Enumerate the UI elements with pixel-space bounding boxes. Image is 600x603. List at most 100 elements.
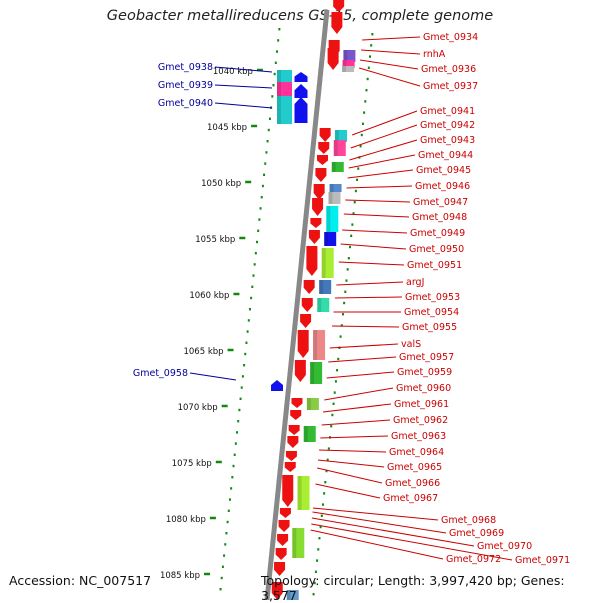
genome-backbone bbox=[264, 9, 330, 600]
cog-box bbox=[303, 426, 316, 442]
label-connector bbox=[348, 154, 416, 169]
gene-arrow bbox=[290, 410, 302, 420]
gene-label[interactable]: Gmet_0953 bbox=[405, 292, 460, 303]
gene-label[interactable]: Gmet_0970 bbox=[477, 541, 532, 552]
gene-label[interactable]: Gmet_0942 bbox=[420, 120, 475, 131]
gene-label[interactable]: argJ bbox=[406, 277, 424, 288]
label-connector bbox=[349, 139, 418, 161]
gene-arrow bbox=[306, 246, 318, 276]
gene-label[interactable]: rnhA bbox=[423, 49, 446, 60]
label-connector bbox=[310, 529, 444, 560]
cog-box bbox=[319, 280, 332, 294]
cog-box bbox=[317, 298, 330, 312]
ruler-tick-label: 1040 kbp bbox=[213, 67, 253, 77]
cog-box bbox=[333, 140, 346, 156]
gene-arrow bbox=[327, 48, 339, 70]
label-connector bbox=[335, 296, 403, 299]
gene-label[interactable]: Gmet_0964 bbox=[389, 447, 444, 458]
gene-label[interactable]: Gmet_0938 bbox=[158, 62, 213, 73]
ruler-tick-label: 1060 kbp bbox=[189, 291, 229, 301]
gene-label[interactable]: Gmet_0943 bbox=[420, 135, 475, 146]
gene-label[interactable]: Gmet_0954 bbox=[404, 307, 459, 318]
gene-label[interactable]: Gmet_0936 bbox=[421, 64, 476, 75]
label-connector bbox=[362, 36, 421, 41]
gene-label[interactable]: Gmet_0961 bbox=[394, 399, 449, 410]
gene-label[interactable]: Gmet_0955 bbox=[402, 322, 457, 333]
gene-label[interactable]: Gmet_0966 bbox=[385, 478, 440, 489]
gene-label[interactable]: Gmet_0939 bbox=[158, 80, 213, 91]
gene-label[interactable]: Gmet_0950 bbox=[409, 244, 464, 255]
gene-label[interactable]: Gmet_0968 bbox=[441, 515, 496, 526]
label-connector bbox=[329, 343, 399, 349]
gene-label[interactable]: Gmet_0959 bbox=[397, 367, 452, 378]
gene-label[interactable]: Gmet_0946 bbox=[415, 181, 470, 192]
label-connector bbox=[345, 199, 411, 203]
cog-box bbox=[328, 192, 341, 204]
gene-label[interactable]: Gmet_0941 bbox=[420, 106, 475, 117]
gene-label[interactable]: Gmet_0934 bbox=[423, 32, 478, 43]
gene-features bbox=[271, 0, 356, 600]
ruler-tick-label: 1045 kbp bbox=[207, 123, 247, 133]
label-connector bbox=[324, 387, 394, 401]
gene-arrow bbox=[294, 72, 308, 82]
label-connector bbox=[312, 511, 447, 534]
gene-arrow bbox=[287, 436, 299, 448]
gene-label[interactable]: Gmet_0965 bbox=[387, 462, 442, 473]
map-title: Geobacter metallireducens GS-15, complet… bbox=[106, 8, 494, 24]
gene-label[interactable]: Gmet_0937 bbox=[423, 81, 478, 92]
label-connector bbox=[346, 185, 413, 189]
cog-box bbox=[297, 476, 310, 510]
gene-label[interactable]: Gmet_0949 bbox=[410, 228, 465, 239]
gene-label[interactable]: Gmet_0945 bbox=[416, 165, 471, 176]
cog-box bbox=[306, 398, 319, 410]
label-connector bbox=[315, 483, 381, 499]
gene-label[interactable]: Gmet_0957 bbox=[399, 352, 454, 363]
cog-box bbox=[324, 232, 337, 246]
gene-label[interactable]: Gmet_0972 bbox=[446, 554, 501, 565]
gene-arrow bbox=[294, 97, 308, 123]
cog-box bbox=[319, 280, 324, 294]
gene-label[interactable]: Gmet_0960 bbox=[396, 383, 451, 394]
cog-box bbox=[333, 140, 338, 156]
gene-label[interactable]: Gmet_0971 bbox=[515, 555, 570, 566]
ruler: 1040 kbp 1045 kbp 1050 kbp 1055 kbp 1060 kbp… bbox=[160, 28, 374, 596]
gene-label[interactable]: Gmet_0940 bbox=[158, 98, 213, 109]
cog-box bbox=[329, 184, 334, 192]
gene-arrow bbox=[291, 398, 303, 408]
gene-label[interactable]: Gmet_0963 bbox=[391, 431, 446, 442]
gene-arrow bbox=[301, 298, 313, 312]
gene-label[interactable]: valS bbox=[401, 339, 421, 350]
accession-text: Accession: NC_007517 bbox=[9, 573, 152, 588]
gene-label[interactable]: Gmet_0958 bbox=[133, 368, 188, 379]
gene-label[interactable]: Gmet_0944 bbox=[418, 150, 473, 161]
gene-label[interactable]: Gmet_0967 bbox=[383, 493, 438, 504]
gene-label[interactable]: Gmet_0962 bbox=[393, 415, 448, 426]
label-connector bbox=[189, 372, 237, 381]
cog-box bbox=[342, 60, 347, 68]
gene-arrow bbox=[317, 155, 328, 165]
cog-box bbox=[343, 50, 348, 62]
label-connector bbox=[319, 449, 387, 453]
gene-label[interactable]: Gmet_0951 bbox=[407, 260, 462, 271]
gene-arrow bbox=[284, 462, 296, 472]
gene-arrow bbox=[310, 218, 322, 228]
cog-box bbox=[277, 70, 292, 82]
label-connector bbox=[343, 213, 410, 218]
gene-arrow bbox=[331, 12, 343, 34]
gene-label[interactable]: Gmet_0948 bbox=[412, 212, 467, 223]
ruler-tick-label: 1065 kbp bbox=[183, 347, 223, 357]
cog-box bbox=[303, 426, 308, 442]
cog-box bbox=[328, 192, 333, 204]
cog-box bbox=[342, 66, 347, 72]
cog-box bbox=[277, 82, 292, 96]
cog-box bbox=[286, 590, 291, 600]
gene-label[interactable]: Gmet_0947 bbox=[413, 197, 468, 208]
ruler-tick-label: 1085 kbp bbox=[160, 571, 200, 581]
cog-box bbox=[310, 362, 323, 384]
cog-box bbox=[326, 206, 331, 232]
gene-label[interactable]: Gmet_0969 bbox=[449, 528, 504, 539]
cog-box bbox=[297, 476, 302, 510]
cog-box bbox=[277, 70, 281, 124]
cog-box bbox=[313, 330, 326, 360]
label-connector bbox=[328, 356, 397, 363]
